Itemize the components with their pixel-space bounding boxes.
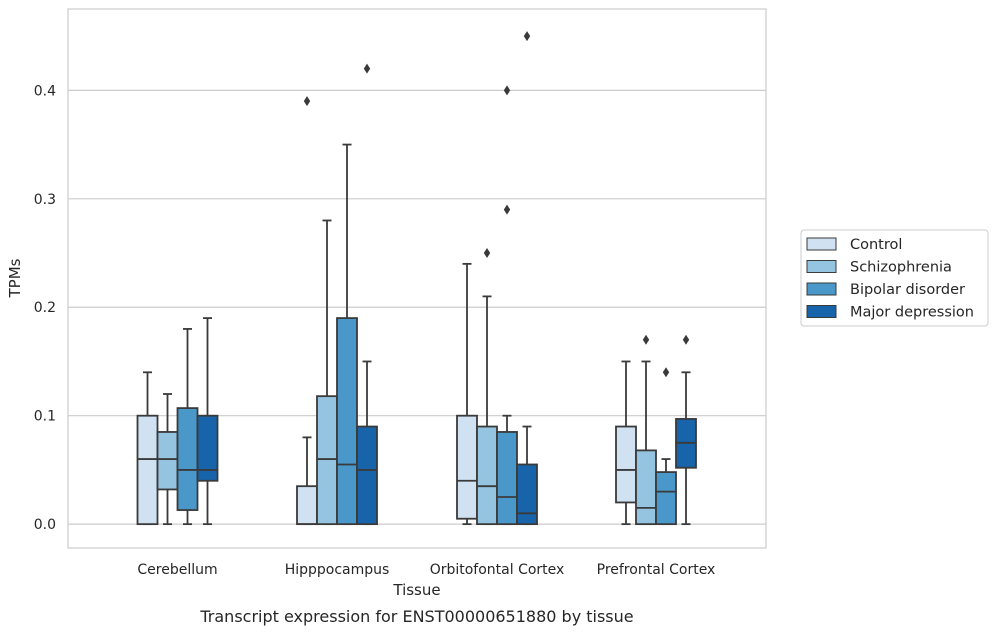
box-body — [635, 449, 657, 526]
box-body — [516, 463, 538, 526]
outlier-point — [642, 334, 650, 345]
legend-swatch — [806, 305, 837, 318]
box-bipolar-disorder — [496, 85, 518, 526]
legend-label: Bipolar disorder — [850, 282, 965, 298]
outlier-point — [503, 204, 511, 215]
y-tick-label: 0.1 — [34, 409, 56, 425]
box-control — [136, 371, 159, 526]
legend-frame — [800, 229, 989, 327]
box-schizophrenia — [476, 248, 498, 526]
outlier-point — [363, 63, 371, 74]
outlier-point — [662, 367, 670, 378]
y-axis-label: TPMs — [6, 258, 24, 298]
box-body — [456, 414, 478, 520]
box-control — [615, 360, 637, 526]
outlier-point — [483, 248, 491, 259]
legend-label: Schizophrenia — [850, 260, 952, 276]
box-control — [456, 262, 478, 526]
box-schizophrenia — [635, 334, 657, 526]
x-axis-label: Tissue — [392, 581, 440, 599]
box-major-depression — [356, 63, 378, 526]
x-tick-label: Orbitofontal Cortex — [430, 562, 565, 578]
box-schizophrenia — [156, 393, 179, 526]
y-axis-ticks: 0.0 0.1 0.2 0.3 0.4 — [34, 83, 56, 533]
legend-label: Major depression — [850, 305, 974, 321]
y-tick-label: 0.3 — [34, 192, 56, 208]
legend-items: Control Schizophrenia Bipolar disorder Majo… — [806, 237, 974, 321]
box-body — [615, 425, 637, 504]
x-axis-ticks: Cerebellum Hipppocampus Orbitofontal Corte… — [137, 562, 715, 578]
outlier-point — [503, 85, 511, 96]
box-body — [156, 431, 179, 491]
box-bipolar-disorder — [655, 367, 677, 526]
legend-swatch — [806, 260, 837, 273]
outlier-point — [303, 96, 311, 107]
figure-caption: Transcript expression for ENST0000065188… — [199, 607, 633, 626]
plot-frame — [67, 8, 767, 549]
box-body — [476, 425, 498, 526]
outlier-point — [682, 334, 690, 345]
box-schizophrenia — [316, 219, 338, 526]
outlier-point — [523, 31, 531, 42]
box-groups — [136, 31, 697, 526]
legend-swatch — [806, 282, 837, 296]
legend: Control Schizophrenia Bipolar disorder Majo… — [800, 229, 989, 327]
y-tick-label: 0.0 — [34, 517, 56, 533]
legend-swatch — [806, 237, 837, 251]
x-tick-label: Prefrontal Cortex — [597, 562, 716, 578]
box-major-depression — [516, 31, 538, 526]
y-tick-label: 0.4 — [34, 83, 56, 99]
box-body — [196, 414, 219, 482]
box-body — [296, 485, 318, 526]
box-body — [336, 317, 358, 526]
box-body — [655, 471, 677, 526]
box-body — [136, 414, 159, 526]
legend-label: Control — [850, 237, 902, 253]
box-major-depression — [196, 317, 219, 526]
y-tick-label: 0.2 — [34, 300, 56, 316]
x-tick-label: Hipppocampus — [285, 562, 390, 578]
box-bipolar-disorder — [336, 143, 358, 526]
box-major-depression — [675, 334, 697, 526]
box-control — [296, 96, 318, 526]
box-body — [496, 431, 518, 526]
box-body — [356, 425, 378, 526]
box-bipolar-disorder — [176, 328, 199, 526]
box-body — [316, 395, 338, 526]
box-body — [176, 407, 199, 511]
x-tick-label: Cerebellum — [137, 562, 217, 578]
